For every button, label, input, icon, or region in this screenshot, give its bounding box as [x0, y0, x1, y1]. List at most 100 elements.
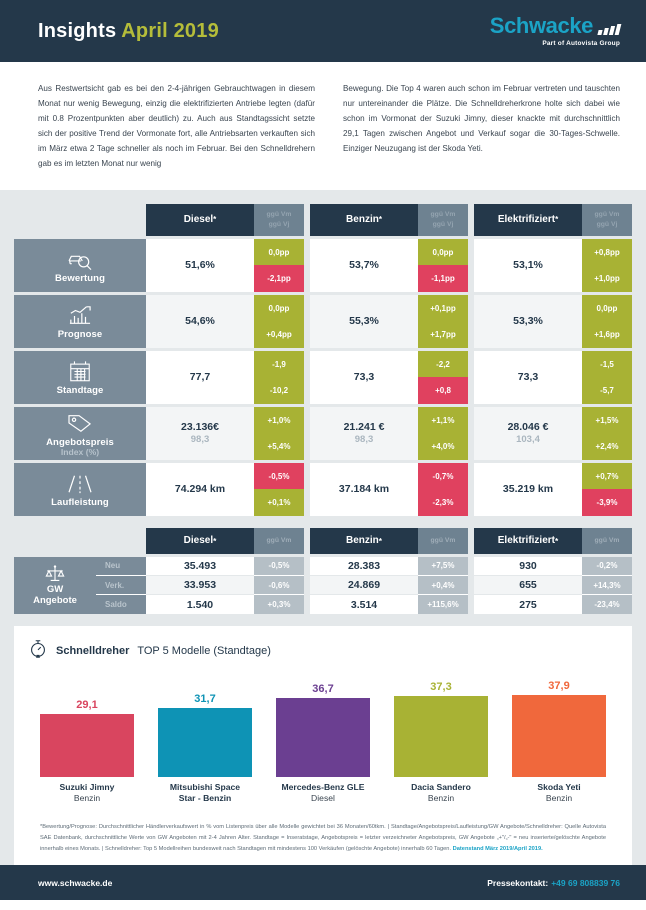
column-label-diesel: Diesel — [183, 214, 214, 226]
cell-value-group: 53,1% — [474, 238, 582, 292]
intro-paragraph-left: Aus Restwertsicht gab es bei den 2-4-jäh… — [38, 84, 315, 168]
delta-vm: -1,9 — [254, 350, 304, 378]
bar — [512, 694, 606, 777]
stopwatch-icon — [28, 638, 48, 665]
delta-vj: -5,7 — [582, 377, 632, 404]
gw-column-header-diesel: Diesel * ggü Vm — [146, 527, 304, 554]
price-tag-icon — [66, 413, 94, 434]
delta-vm: 0,0pp — [254, 238, 304, 266]
bar-model-name: Dacia Sandero — [411, 781, 471, 792]
cell-value: 28.046 € — [507, 421, 549, 434]
table-row: Prognose 54,6% 0,0pp +0,4pp 55,3% +0,1pp +1,7p… — [14, 294, 632, 348]
bar-value-label: 37,3 — [430, 680, 452, 693]
column-header-diesel: Diesel * ggü Vm ggü Vj — [146, 203, 304, 236]
delta-vj: +1,7pp — [418, 321, 468, 348]
cell-deltas: +1,0% +5,4% — [254, 406, 304, 460]
cell-value: 37.184 km — [338, 483, 390, 496]
cell-deltas: -2,2 +0,8 — [418, 350, 468, 404]
bar-value-label: 29,1 — [76, 698, 98, 711]
row-label-text: Laufleistung — [51, 497, 109, 509]
scales-icon — [44, 564, 66, 583]
press-contact-label: Pressekontakt: — [487, 877, 549, 888]
press-contact: Pressekontakt: +49 69 808839 76 — [487, 878, 620, 888]
gw-value: 28.383 — [310, 556, 418, 577]
footnote-datenstand: Datenstand März 2019/April 2019. — [452, 846, 543, 853]
cell-value-group: 53,7% — [310, 238, 418, 292]
gw-row-label: GW Angebote — [14, 556, 96, 614]
cell-value-group: 77,7 — [146, 350, 254, 404]
main-table-header: Diesel * ggü Vm ggü Vj Benzin * ggü Vm ggü… — [14, 203, 632, 236]
main-metrics-table: Diesel * ggü Vm ggü Vj Benzin * ggü Vm ggü… — [14, 203, 632, 516]
cell-value-group: 55,3% — [310, 294, 418, 348]
gw-table-header: Diesel * ggü Vm Benzin * ggü Vm Elektrifiz… — [14, 527, 632, 554]
calendar-icon — [68, 361, 92, 382]
table-row: Laufleistung 74.294 km -0,5% +0,1% 37.184 km… — [14, 462, 632, 516]
cell-index-value: 98,3 — [190, 434, 210, 446]
road-icon — [67, 473, 93, 494]
cell-deltas: +1,1% +4,0% — [418, 406, 468, 460]
logo-subtitle: Part of Autovista Group — [542, 40, 620, 47]
cell-deltas: -1,9 -10,2 — [254, 350, 304, 404]
bar-value-label: 37,9 — [548, 679, 570, 692]
gw-delta: +0,4% — [418, 576, 468, 596]
main-table-rows: Bewertung 51,6% 0,0pp -2,1pp 53,7% 0,0pp -1,1p… — [14, 238, 632, 516]
table-cell: 77,7 -1,9 -10,2 — [146, 350, 304, 404]
bar-column: 37,9 — [500, 669, 618, 777]
gw-data-column: 35.493 33.953 1.540 -0,5% -0,6% +0,3% — [146, 556, 304, 614]
website-link[interactable]: www.schwacke.de — [38, 877, 113, 888]
delta-vj: -2,3% — [418, 489, 468, 516]
press-contact-number[interactable]: +49 69 808839 76 — [551, 877, 620, 888]
bar-model-name-2: Star - Benzin — [178, 792, 232, 803]
cell-index-value: 103,4 — [516, 434, 540, 446]
gw-label-line1: GW — [46, 583, 64, 595]
bar — [394, 695, 488, 777]
row-label-angebotspreis: Angebotspreis Index (%) — [14, 406, 146, 460]
gw-delta: -0,2% — [582, 556, 632, 577]
column-compare-benzin: ggü Vm ggü Vj — [418, 203, 468, 236]
page-title-month: April 2019 — [121, 19, 219, 42]
gw-delta: -23,4% — [582, 595, 632, 614]
cell-deltas: 0,0pp +1,6pp — [582, 294, 632, 348]
gw-subrow-saldo: Saldo — [105, 600, 127, 610]
gw-delta: -0,5% — [254, 556, 304, 577]
cell-value-group: 73,3 — [474, 350, 582, 404]
footnote-text: *Bewertung/Prognose: Durchschnittlicher … — [14, 814, 632, 866]
gw-value: 930 — [474, 556, 582, 577]
delta-vj: -10,2 — [254, 377, 304, 404]
footnote-marker: * — [378, 215, 382, 225]
bar-fuel-type: Benzin — [427, 792, 455, 803]
bar-category-label: Mercedes-Benz GLE Diesel — [264, 782, 382, 804]
car-magnifier-icon — [65, 249, 95, 270]
gw-subrow-verk: Verk. — [96, 576, 146, 596]
bar-category-label: Suzuki Jimny Benzin — [28, 782, 146, 804]
cell-value-group: 53,3% — [474, 294, 582, 348]
cell-value: 53,1% — [513, 259, 543, 272]
delta-vj: +1,0pp — [582, 265, 632, 292]
footnote-marker: * — [213, 215, 217, 225]
delta-vj: -3,9% — [582, 489, 632, 516]
cell-value: 21.241 € — [343, 421, 385, 434]
page-title-insights: Insights — [38, 19, 117, 42]
bar — [158, 707, 252, 777]
gw-compare-vm-label: ggü Vm — [582, 527, 632, 554]
compare-vm-label: ggü Vm — [430, 210, 456, 218]
table-cell: 73,3 -2,2 +0,8 — [310, 350, 468, 404]
gw-value: 35.493 — [146, 556, 254, 577]
gw-deltas: -0,2% +14,3% -23,4% — [582, 556, 632, 614]
chart-bars: 29,1 31,7 36,7 37,3 37,9 — [28, 669, 618, 777]
compare-vj-label: ggü Vj — [596, 220, 618, 228]
gw-column-header-elektrifiziert: Elektrifiziert * ggü Vm — [474, 527, 632, 554]
table-cell: 55,3% +0,1pp +1,7pp — [310, 294, 468, 348]
cell-deltas: -0,5% +0,1% — [254, 462, 304, 516]
cell-value: 54,6% — [185, 315, 215, 328]
page-footer: www.schwacke.de Pressekontakt: +49 69 808… — [0, 865, 646, 901]
gw-delta: -0,6% — [254, 576, 304, 596]
cell-value-group: 37.184 km — [310, 462, 418, 516]
table-row: Angebotspreis Index (%) 23.136€ 98,3 +1,0% +5… — [14, 406, 632, 460]
column-header-benzin: Benzin * ggü Vm ggü Vj — [310, 203, 468, 236]
delta-vj: +5,4% — [254, 433, 304, 460]
gw-column-label-diesel: Diesel — [183, 535, 214, 547]
delta-vm: +0,1pp — [418, 294, 468, 322]
page-title: Insights April 2019 — [38, 20, 219, 43]
bar-category-label: Skoda Yeti Benzin — [500, 782, 618, 804]
